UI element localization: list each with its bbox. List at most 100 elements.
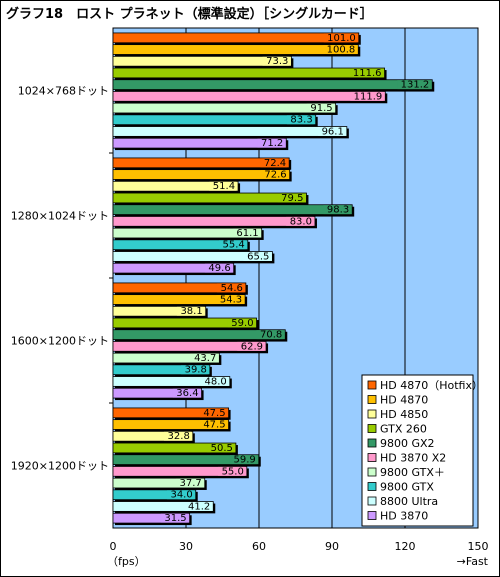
data-label-bg (237, 341, 265, 351)
bar (112, 227, 263, 239)
data-label-bg (199, 408, 227, 418)
data-label-bg (232, 228, 260, 238)
bar (112, 137, 287, 149)
legend-swatch (367, 438, 377, 448)
bar (112, 329, 286, 340)
data-label-bg (318, 127, 345, 136)
data-label: 79.5 (281, 193, 303, 204)
data-label: 96.1 (322, 126, 344, 137)
data-label-bg (323, 205, 351, 215)
data-label-bg (243, 252, 271, 261)
x-axis-unit: （fps） (107, 555, 146, 568)
data-label: 34.0 (170, 490, 192, 501)
data-label-bg (204, 263, 232, 273)
data-label: 50.5 (211, 443, 233, 454)
data-label-bg (323, 45, 357, 54)
bar (112, 126, 348, 137)
data-label: 83.3 (290, 115, 312, 126)
legend-box (361, 374, 474, 527)
data-label-bg (350, 91, 384, 101)
legend-item: 9800 GTX (380, 481, 434, 494)
bar (112, 180, 239, 192)
data-label: 54.3 (220, 294, 242, 305)
data-label: 55.4 (223, 240, 245, 251)
data-label: 54.6 (221, 283, 243, 294)
data-label-bg (256, 330, 284, 340)
legend-item: HD 4870 (380, 394, 428, 407)
chart-title: グラフ18 ロスト プラネット（標準設定）［シングルカード］ (6, 7, 373, 22)
legend-swatch (367, 409, 377, 419)
data-label-bg (262, 56, 290, 66)
data-label: 37.7 (179, 478, 201, 489)
data-label: 131.2 (401, 80, 430, 91)
data-label: 72.4 (264, 158, 286, 169)
data-label-bg (257, 138, 285, 148)
data-label: 39.8 (185, 365, 207, 376)
x-tick-label: 60 (252, 540, 266, 553)
bar (112, 489, 197, 501)
data-label-bg (184, 502, 212, 511)
data-label-bg (175, 478, 203, 488)
legend-item: GTX 260 (380, 423, 427, 436)
data-label-bg (218, 466, 245, 476)
data-label-bg (323, 33, 357, 43)
data-label-bg (260, 158, 288, 168)
bar (112, 55, 292, 67)
bar (112, 294, 246, 305)
data-label-bg (306, 103, 334, 113)
data-label-bg (190, 353, 218, 363)
data-label: 59.0 (231, 318, 253, 329)
legend-swatch (367, 453, 377, 462)
data-label-bg (227, 318, 255, 328)
bar (112, 477, 206, 489)
category-label: 1280×1024ドット (11, 210, 109, 223)
legend-item: 9800 GTX＋ (380, 466, 445, 479)
data-label-bg (199, 420, 227, 429)
bar (112, 305, 207, 317)
bar (112, 466, 248, 477)
legend-item: 9800 GX2 (380, 437, 435, 450)
bar (112, 501, 214, 512)
bar (112, 204, 353, 215)
data-label: 101.0 (327, 33, 356, 44)
data-label: 100.8 (327, 44, 356, 55)
bar (112, 454, 260, 465)
data-label-bg (260, 170, 288, 179)
data-label-bg (181, 365, 208, 375)
x-tick-label: 0 (110, 540, 117, 553)
data-label-bg (201, 377, 228, 386)
data-label-bg (286, 115, 314, 125)
legend-item: HD 4870（Hotfix） (380, 379, 483, 392)
data-label: 47.5 (203, 419, 225, 430)
data-label-bg (217, 283, 244, 293)
bar (112, 419, 229, 430)
legend-swatch (367, 380, 377, 390)
legend-swatch (367, 467, 377, 477)
data-label-bg (166, 490, 194, 500)
legend-swatch (367, 424, 377, 433)
bar (112, 442, 237, 454)
data-label: 98.3 (327, 205, 349, 216)
data-label-bg (397, 80, 431, 90)
bar (112, 341, 267, 352)
legend-item: HD 4850 (380, 408, 428, 421)
bar (112, 114, 317, 126)
data-label: 47.5 (203, 408, 225, 419)
bar (112, 79, 433, 90)
data-label-bg (207, 443, 234, 453)
data-label: 55.0 (222, 466, 244, 477)
bar (112, 430, 194, 442)
x-tick-label: 90 (325, 540, 339, 553)
data-label-bg (164, 431, 191, 441)
legend-item: 8800 Ultra (380, 495, 438, 508)
data-label-bg (286, 216, 313, 226)
data-label: 41.2 (188, 501, 210, 512)
legend-swatch (367, 482, 377, 491)
data-label: 49.6 (208, 263, 230, 274)
data-label: 73.3 (266, 56, 288, 67)
data-label: 83.0 (290, 216, 312, 227)
bar (112, 262, 235, 274)
bar (112, 317, 257, 329)
bar (112, 352, 220, 364)
